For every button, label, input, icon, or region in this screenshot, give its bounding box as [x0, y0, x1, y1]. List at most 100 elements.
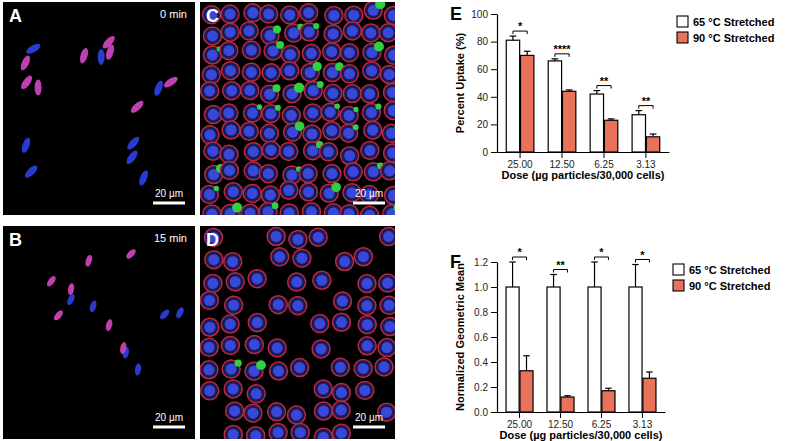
cell [225, 296, 243, 314]
cell [289, 230, 307, 248]
nucleus [273, 366, 284, 377]
cell [340, 124, 358, 142]
x-tick-mark [645, 152, 646, 158]
nucleus [384, 300, 395, 311]
nucleus [224, 149, 235, 160]
image-background [200, 226, 395, 439]
nucleus [336, 428, 347, 439]
nucleus [386, 128, 395, 139]
error-bar [523, 356, 530, 371]
nucleus [295, 427, 306, 438]
nucleus [244, 126, 255, 137]
cell [244, 143, 262, 161]
x-axis-line [498, 412, 666, 413]
cell [260, 5, 278, 23]
cell [220, 104, 238, 122]
nucleus [223, 45, 234, 56]
nucleus [384, 165, 395, 176]
image-panel: A0 min20 µm [3, 2, 195, 215]
cell [201, 82, 219, 100]
cell [287, 406, 305, 424]
nucleus [273, 299, 284, 310]
nucleus [247, 408, 258, 419]
cell [226, 273, 244, 291]
nucleus [368, 166, 379, 177]
panel-label: E [450, 4, 462, 24]
y-tick: 100 [471, 9, 497, 20]
error-bar [650, 134, 657, 137]
bar [588, 287, 601, 412]
cell [344, 163, 362, 181]
image-content [200, 227, 395, 439]
error-bar [591, 262, 598, 287]
particle [273, 84, 281, 92]
cell [325, 6, 343, 24]
image-panel: B15 min20 µm [3, 226, 195, 439]
nucleus [252, 317, 263, 328]
nucleus [384, 69, 395, 80]
cell [268, 403, 286, 421]
chart: 0.00.20.40.60.81.01.225.0012.506.253.13*… [450, 246, 770, 441]
particle [66, 293, 77, 306]
particle [234, 359, 241, 366]
nucleus [204, 385, 215, 396]
cell [242, 41, 260, 59]
y-tick-mark [491, 152, 497, 153]
cell [309, 228, 327, 246]
cell [293, 249, 311, 267]
particle [334, 103, 340, 109]
cell [269, 424, 287, 439]
error-bar-cap [566, 89, 573, 90]
image-content [200, 2, 395, 215]
particle [19, 74, 34, 91]
nucleus [245, 208, 256, 215]
cell [379, 274, 395, 292]
nucleus [359, 385, 370, 396]
cell [362, 24, 380, 42]
nucleus [303, 7, 314, 18]
y-tick-label: 80 [477, 36, 489, 47]
cell [204, 142, 222, 160]
error-bar-stem [638, 111, 639, 115]
error-bar-cap [605, 388, 612, 389]
nucleus [388, 190, 395, 201]
cell [262, 141, 280, 159]
nucleus [294, 362, 305, 373]
significance-label: * [518, 20, 523, 32]
particle [137, 169, 150, 186]
nucleus [265, 189, 276, 200]
nucleus [291, 410, 302, 421]
x-axis: 25.0012.506.253.13 [498, 152, 670, 170]
scale-bar [153, 426, 185, 429]
bar [590, 94, 603, 152]
error-bar-stem [512, 36, 513, 40]
nucleus [316, 343, 327, 354]
nucleus [283, 146, 294, 157]
image-content [19, 34, 180, 187]
cell [245, 336, 263, 354]
nucleus [225, 27, 236, 38]
y-axis-title: Percent Uptake (%) [454, 33, 466, 134]
bar [643, 378, 656, 412]
error-bar-cap [550, 274, 557, 275]
cell [202, 66, 220, 84]
significance-label: **** [553, 43, 571, 55]
cell [361, 85, 379, 103]
error-bar-cap [646, 371, 653, 372]
cell [204, 274, 222, 292]
nucleus [336, 387, 347, 398]
bar [561, 397, 574, 412]
y-tick-mark [491, 42, 497, 43]
nucleus [226, 85, 237, 96]
y-tick-label: 0.8 [474, 307, 488, 318]
cell [385, 46, 395, 64]
particle [84, 254, 93, 267]
particle [125, 149, 140, 166]
x-tick-mark [603, 152, 604, 158]
image-panel: D20 µm [200, 226, 399, 441]
cell [200, 361, 218, 379]
x-tick-mark [560, 412, 561, 418]
image-background [3, 2, 195, 215]
cell [240, 22, 258, 40]
nucleus [272, 342, 283, 353]
